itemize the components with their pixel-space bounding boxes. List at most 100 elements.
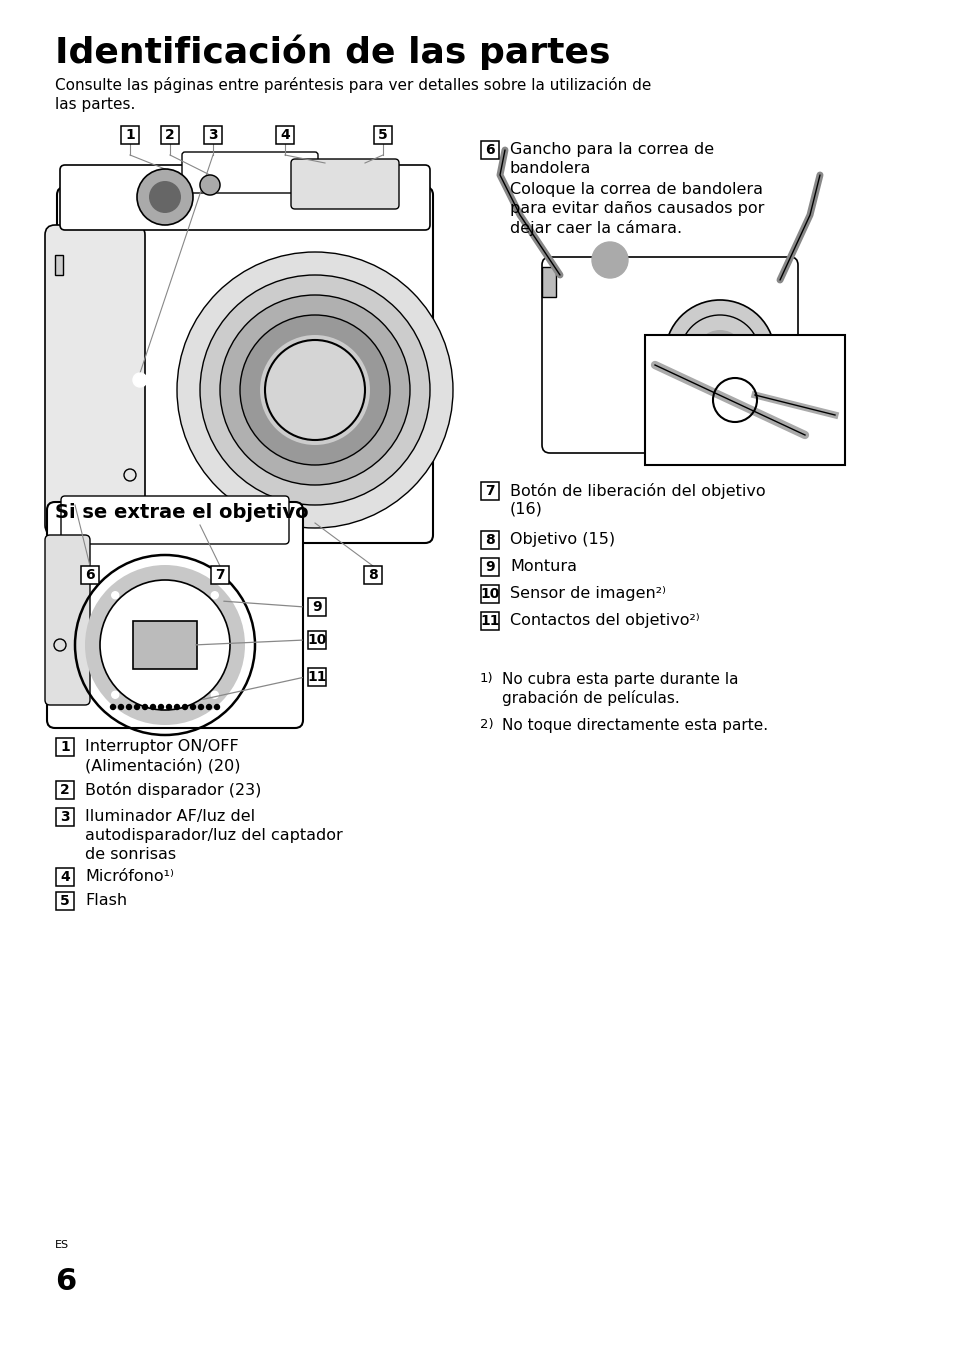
Text: Contactos del objetivo²⁾: Contactos del objetivo²⁾ <box>510 613 699 628</box>
Circle shape <box>206 705 212 710</box>
Circle shape <box>182 705 188 710</box>
Text: Objetivo (15): Objetivo (15) <box>510 533 615 547</box>
Text: 2: 2 <box>60 783 70 798</box>
Circle shape <box>695 330 744 381</box>
Text: 9: 9 <box>485 560 495 574</box>
Bar <box>364 566 381 584</box>
Text: 4: 4 <box>60 870 70 884</box>
Circle shape <box>112 592 118 599</box>
FancyBboxPatch shape <box>291 159 398 208</box>
Circle shape <box>167 705 172 710</box>
Circle shape <box>191 705 195 710</box>
FancyBboxPatch shape <box>541 257 797 453</box>
Text: Coloque la correa de bandolera: Coloque la correa de bandolera <box>510 182 762 196</box>
Bar <box>56 808 73 826</box>
Bar <box>375 126 391 144</box>
Text: 4: 4 <box>280 128 290 143</box>
Circle shape <box>132 373 147 387</box>
Circle shape <box>214 705 219 710</box>
Text: bandolera: bandolera <box>510 161 591 176</box>
Bar <box>121 126 138 144</box>
Text: 8: 8 <box>368 568 377 582</box>
Text: 2): 2) <box>479 718 493 730</box>
Text: 10: 10 <box>307 633 326 647</box>
Text: para evitar daños causados por: para evitar daños causados por <box>510 200 763 217</box>
Circle shape <box>198 705 203 710</box>
Bar <box>308 668 325 686</box>
Text: grabación de películas.: grabación de películas. <box>501 690 679 706</box>
Circle shape <box>118 705 123 710</box>
Circle shape <box>211 592 218 599</box>
Bar <box>644 335 844 465</box>
Circle shape <box>85 565 245 725</box>
Bar <box>161 126 178 144</box>
Text: ES: ES <box>55 1240 69 1250</box>
Text: dejar caer la cámara.: dejar caer la cámara. <box>510 221 681 235</box>
Bar <box>56 738 73 756</box>
Bar <box>212 566 229 584</box>
Bar <box>56 869 73 885</box>
Text: 7: 7 <box>485 484 495 498</box>
Text: 5: 5 <box>377 128 388 143</box>
Text: 6: 6 <box>85 568 94 582</box>
Text: (Alimentación) (20): (Alimentación) (20) <box>85 759 240 773</box>
Text: Micrófono¹⁾: Micrófono¹⁾ <box>85 869 173 884</box>
Text: 11: 11 <box>479 615 499 628</box>
Text: Flash: Flash <box>85 893 127 908</box>
Text: Identificación de las partes: Identificación de las partes <box>55 35 610 70</box>
Text: 1): 1) <box>479 672 493 685</box>
Circle shape <box>142 705 148 710</box>
Bar <box>81 566 98 584</box>
Text: 1: 1 <box>60 740 70 755</box>
Text: 6: 6 <box>55 1267 76 1297</box>
Circle shape <box>134 705 139 710</box>
Text: 7: 7 <box>215 568 225 582</box>
Circle shape <box>151 705 155 710</box>
Text: 10: 10 <box>479 586 499 601</box>
Text: 9: 9 <box>312 600 321 615</box>
Circle shape <box>664 300 774 410</box>
FancyBboxPatch shape <box>45 225 145 535</box>
Text: 3: 3 <box>208 128 217 143</box>
Circle shape <box>211 691 218 698</box>
Bar <box>308 631 325 648</box>
FancyBboxPatch shape <box>60 165 430 230</box>
Bar <box>132 621 196 668</box>
Text: Botón de liberación del objetivo: Botón de liberación del objetivo <box>510 483 765 499</box>
Bar <box>481 483 498 499</box>
Bar <box>481 558 498 576</box>
Text: No cubra esta parte durante la: No cubra esta parte durante la <box>501 672 738 687</box>
Circle shape <box>174 705 179 710</box>
Bar <box>276 126 294 144</box>
Bar <box>56 893 73 909</box>
Text: 6: 6 <box>485 143 495 157</box>
Bar <box>541 268 556 297</box>
FancyBboxPatch shape <box>182 152 317 192</box>
Circle shape <box>177 252 453 529</box>
Circle shape <box>220 295 410 486</box>
Circle shape <box>200 175 220 195</box>
Text: Iluminador AF/luz del: Iluminador AF/luz del <box>85 808 254 824</box>
Bar <box>308 599 325 616</box>
Circle shape <box>240 315 390 465</box>
Text: Botón disparador (23): Botón disparador (23) <box>85 781 261 798</box>
Text: Consulte las páginas entre paréntesis para ver detalles sobre la utilización de: Consulte las páginas entre paréntesis pa… <box>55 77 651 93</box>
Bar <box>481 585 498 603</box>
Text: (16): (16) <box>510 502 542 516</box>
Text: Sensor de imagen²⁾: Sensor de imagen²⁾ <box>510 586 665 601</box>
Bar <box>481 531 498 549</box>
Bar <box>55 256 63 274</box>
FancyBboxPatch shape <box>57 187 433 543</box>
FancyBboxPatch shape <box>61 496 289 543</box>
Circle shape <box>200 274 430 504</box>
Text: de sonrisas: de sonrisas <box>85 847 176 862</box>
Text: Montura: Montura <box>510 560 577 574</box>
Text: No toque directamente esta parte.: No toque directamente esta parte. <box>501 718 767 733</box>
Text: las partes.: las partes. <box>55 97 135 112</box>
Text: 11: 11 <box>307 670 327 685</box>
Text: Interruptor ON/OFF: Interruptor ON/OFF <box>85 738 238 755</box>
Circle shape <box>592 242 627 278</box>
Bar <box>481 141 498 159</box>
FancyBboxPatch shape <box>45 535 90 705</box>
Text: 2: 2 <box>165 128 174 143</box>
